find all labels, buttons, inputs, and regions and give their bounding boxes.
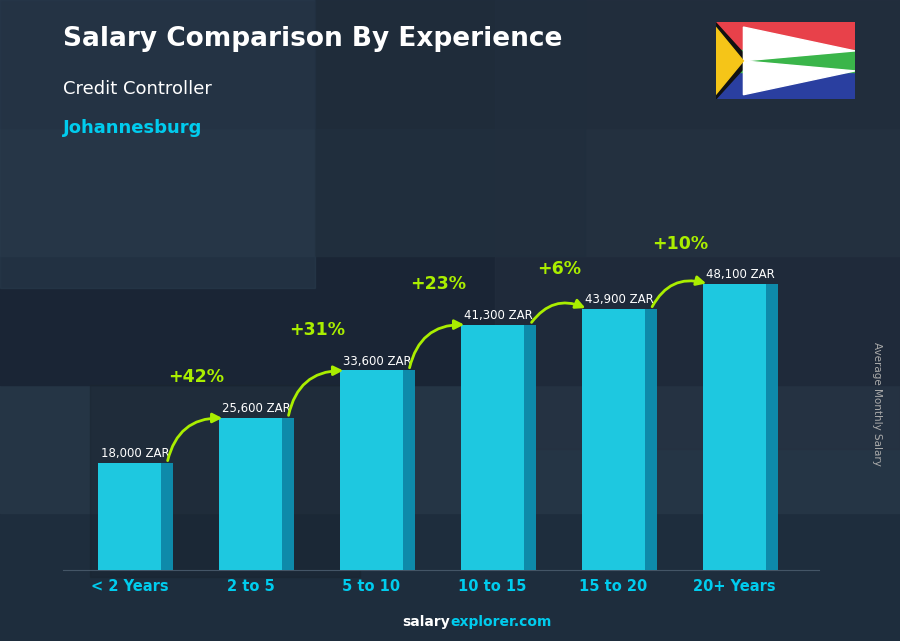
Polygon shape (161, 463, 173, 570)
Bar (0, 385, 900, 513)
Polygon shape (461, 324, 524, 570)
Polygon shape (219, 418, 282, 570)
Polygon shape (716, 22, 751, 99)
Bar (716, 22, 855, 51)
Polygon shape (743, 61, 855, 95)
Text: 48,100 ZAR: 48,100 ZAR (706, 268, 775, 281)
Text: explorer.com: explorer.com (450, 615, 552, 629)
Bar (716, 50, 855, 72)
Polygon shape (582, 309, 644, 570)
Polygon shape (524, 324, 536, 570)
Text: Salary Comparison By Experience: Salary Comparison By Experience (63, 26, 562, 52)
Polygon shape (703, 284, 766, 570)
Text: +10%: +10% (652, 235, 708, 253)
Polygon shape (743, 27, 855, 61)
Bar (0, 0, 315, 288)
Text: salary: salary (402, 615, 450, 629)
Bar (716, 71, 855, 99)
Polygon shape (98, 463, 161, 570)
Bar (0, 0, 900, 128)
Polygon shape (716, 27, 743, 95)
Text: +23%: +23% (410, 275, 466, 293)
Polygon shape (644, 309, 657, 570)
Text: 18,000 ZAR: 18,000 ZAR (102, 447, 170, 460)
Polygon shape (340, 370, 403, 570)
Text: Average Monthly Salary: Average Monthly Salary (872, 342, 883, 466)
Text: 41,300 ZAR: 41,300 ZAR (464, 309, 533, 322)
Bar (90, 385, 360, 577)
Bar (0, 513, 900, 641)
Text: Credit Controller: Credit Controller (63, 80, 211, 98)
Text: +6%: +6% (537, 260, 580, 278)
Polygon shape (766, 284, 778, 570)
Text: 33,600 ZAR: 33,600 ZAR (343, 354, 412, 367)
Polygon shape (282, 418, 294, 570)
Text: +42%: +42% (168, 369, 224, 387)
Polygon shape (403, 370, 415, 570)
Bar (0, 256, 900, 385)
Text: +31%: +31% (289, 321, 345, 339)
Bar (315, 0, 585, 256)
Bar (0, 128, 900, 256)
Text: Johannesburg: Johannesburg (63, 119, 202, 137)
Text: 43,900 ZAR: 43,900 ZAR (585, 293, 653, 306)
Bar (495, 0, 900, 449)
Text: 25,600 ZAR: 25,600 ZAR (222, 402, 291, 415)
